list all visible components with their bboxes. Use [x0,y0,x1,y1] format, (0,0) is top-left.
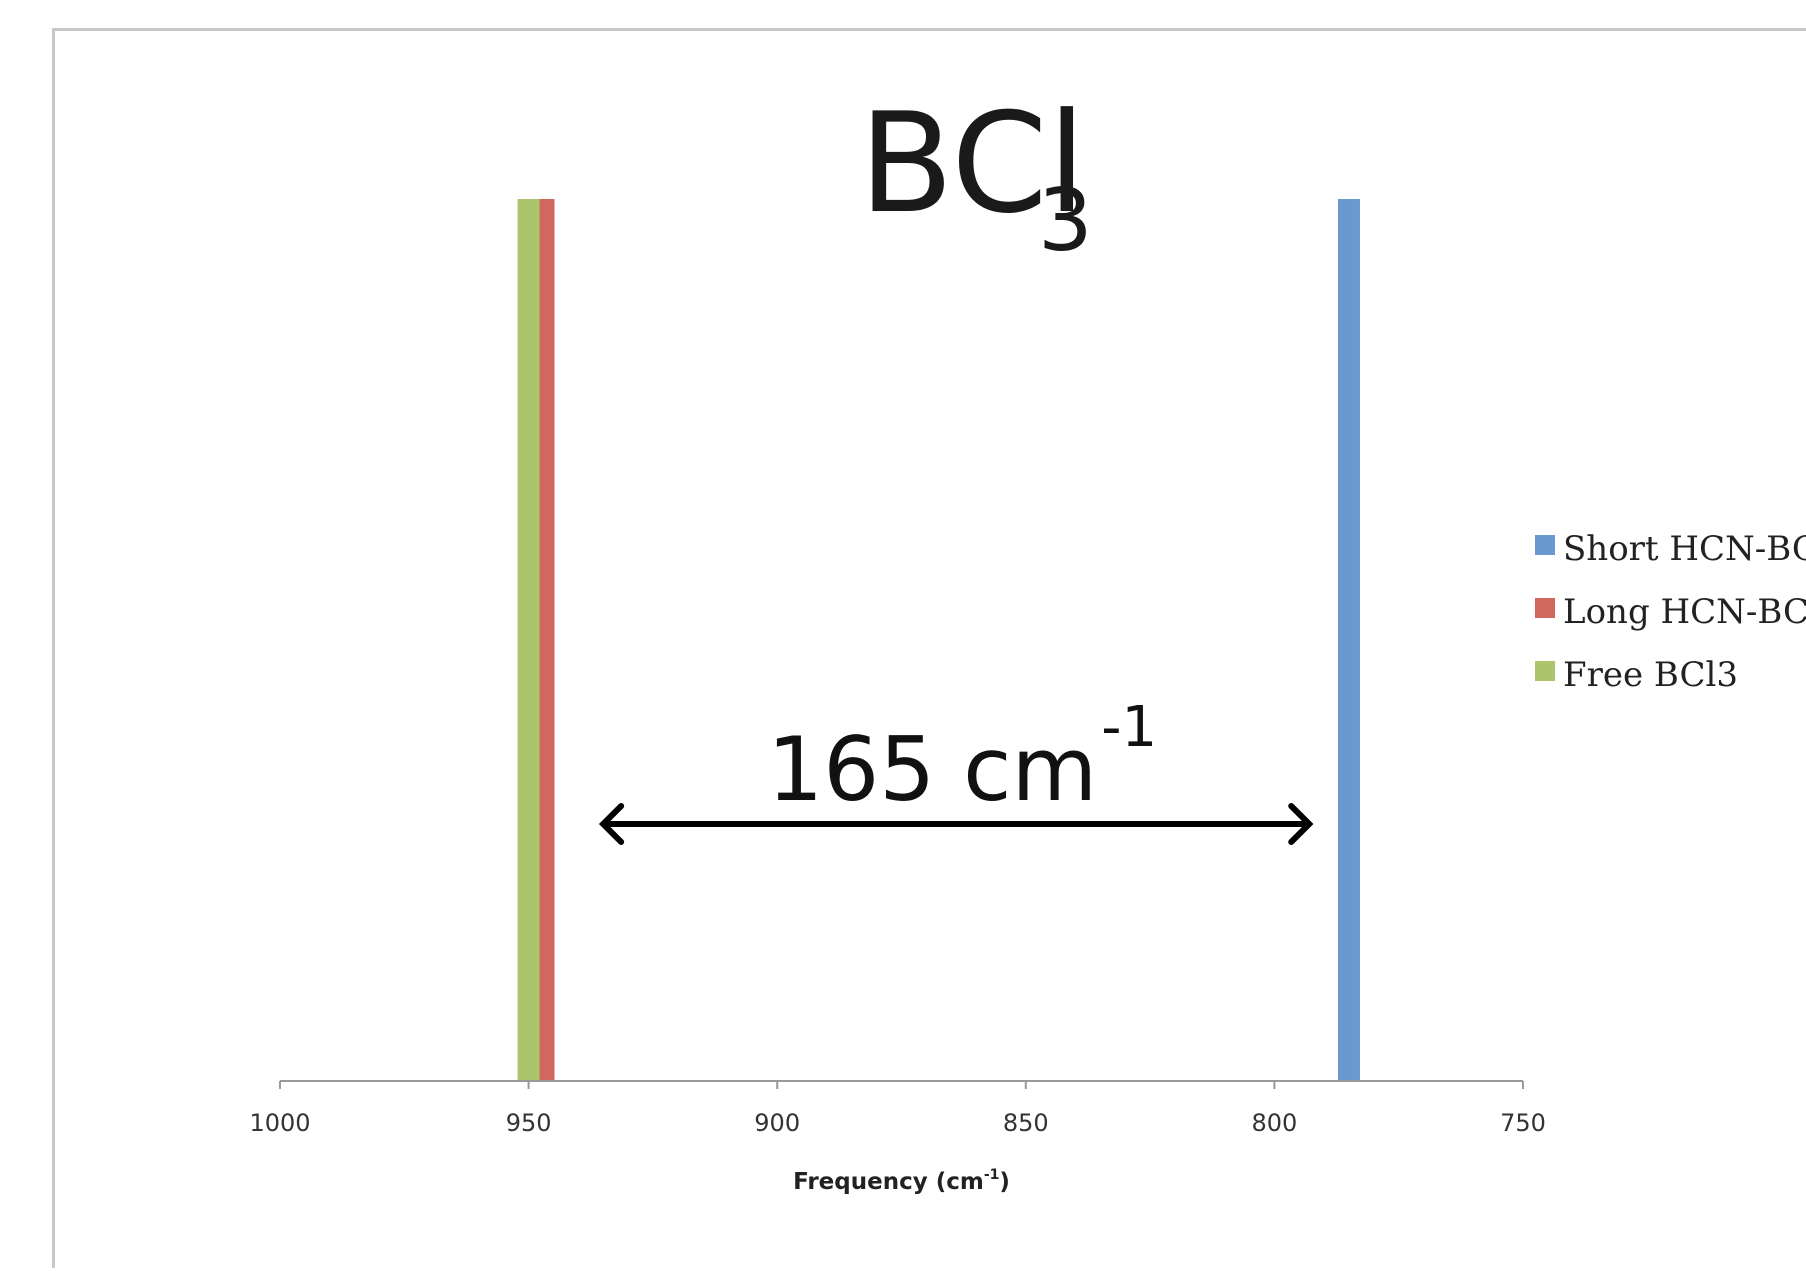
annotation-label: 165 cm [767,718,1097,821]
bar-free-bcl3 [517,199,540,1081]
chart-title-text: BCl [859,83,1086,244]
x-axis-title-text: Frequency (cm [793,1169,984,1195]
legend-swatch [1535,598,1555,618]
chart-title-subscript: 3 [1038,171,1093,271]
x-axis-title: Frequency (cm -1 ) [793,1167,1010,1195]
x-tick-label: 800 [1251,1109,1297,1137]
x-axis-title-superscript: -1 [984,1167,1000,1183]
legend-swatch [1535,535,1555,555]
x-tick-label: 900 [754,1109,800,1137]
bars-group [517,199,1360,1081]
bar-short-hcn-bcl3 [1337,199,1360,1081]
legend-label: Long HCN-BCl3 [1563,592,1806,632]
legend-swatch [1535,661,1555,681]
chart-svg: BCl 3 1000 950 900 850 800 750 Frequency (cm … [249,83,1806,1195]
x-tick-label: 1000 [249,1109,310,1137]
legend-label: Free BCl3 [1563,655,1738,695]
slide-title-fragment [0,0,1806,28]
x-axis-title-suffix: ) [999,1169,1010,1195]
shift-annotation: 165 cm -1 [598,695,1314,845]
annotation-arrowhead-left [598,803,625,845]
annotation-label-superscript: -1 [1101,695,1157,760]
annotation-arrowhead-right [1288,803,1314,845]
x-tick-label: 950 [506,1109,552,1137]
legend-label: Short HCN-BCl3 [1563,529,1806,569]
chart-area: BCl 3 1000 950 900 850 800 750 Frequency (cm … [52,28,1806,1268]
x-tick-label: 850 [1003,1109,1049,1137]
x-axis-ticks: 1000 950 900 850 800 750 [249,1081,1546,1137]
chart-title: BCl 3 [859,83,1093,271]
x-tick-label: 750 [1500,1109,1546,1137]
legend: Short HCN-BCl3 Long HCN-BCl3 Free BCl3 [1535,529,1806,695]
